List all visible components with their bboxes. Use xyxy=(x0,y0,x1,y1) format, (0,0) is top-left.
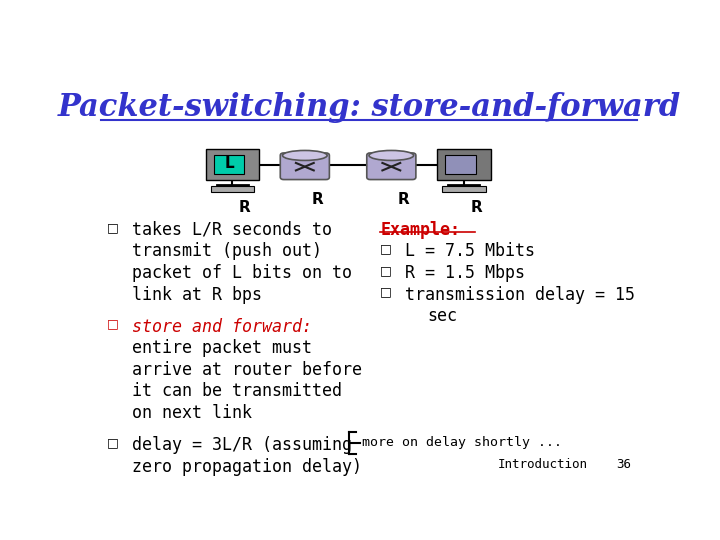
Text: □: □ xyxy=(107,221,119,234)
Text: store and forward:: store and forward: xyxy=(132,318,312,335)
Text: R = 1.5 Mbps: R = 1.5 Mbps xyxy=(405,264,526,282)
Text: transmission delay = 15: transmission delay = 15 xyxy=(405,286,635,303)
Text: delay = 3L/R (assuming: delay = 3L/R (assuming xyxy=(132,436,352,454)
Text: on next link: on next link xyxy=(132,404,252,422)
Text: R: R xyxy=(470,200,482,215)
Text: □: □ xyxy=(107,318,119,330)
Text: □: □ xyxy=(380,264,392,277)
Text: R: R xyxy=(239,200,251,215)
Ellipse shape xyxy=(369,151,413,160)
FancyBboxPatch shape xyxy=(280,153,329,180)
Text: entire packet must: entire packet must xyxy=(132,339,312,357)
Text: arrive at router before: arrive at router before xyxy=(132,361,362,379)
Text: L: L xyxy=(224,156,234,171)
Text: L = 7.5 Mbits: L = 7.5 Mbits xyxy=(405,242,535,260)
FancyBboxPatch shape xyxy=(366,153,416,180)
Text: link at R bps: link at R bps xyxy=(132,286,262,303)
Text: Example:: Example: xyxy=(380,221,460,239)
Text: Packet-switching: store-and-forward: Packet-switching: store-and-forward xyxy=(58,92,680,123)
FancyBboxPatch shape xyxy=(214,154,244,174)
FancyBboxPatch shape xyxy=(210,186,254,192)
FancyBboxPatch shape xyxy=(442,186,485,192)
Text: sec: sec xyxy=(428,307,458,325)
Ellipse shape xyxy=(282,151,327,160)
Text: more on delay shortly ...: more on delay shortly ... xyxy=(361,436,562,449)
FancyBboxPatch shape xyxy=(205,149,259,180)
FancyBboxPatch shape xyxy=(437,149,490,180)
Text: □: □ xyxy=(380,286,392,299)
Text: □: □ xyxy=(107,436,119,449)
Text: □: □ xyxy=(380,242,392,255)
Text: zero propagation delay): zero propagation delay) xyxy=(132,458,362,476)
Text: takes L/R seconds to: takes L/R seconds to xyxy=(132,221,332,239)
FancyBboxPatch shape xyxy=(446,154,476,174)
Text: transmit (push out): transmit (push out) xyxy=(132,242,322,260)
Text: Introduction: Introduction xyxy=(498,458,588,471)
Text: R: R xyxy=(311,192,323,207)
Text: R: R xyxy=(397,192,410,207)
Text: packet of L bits on to: packet of L bits on to xyxy=(132,264,352,282)
Text: 36: 36 xyxy=(616,458,631,471)
Text: it can be transmitted: it can be transmitted xyxy=(132,382,342,401)
